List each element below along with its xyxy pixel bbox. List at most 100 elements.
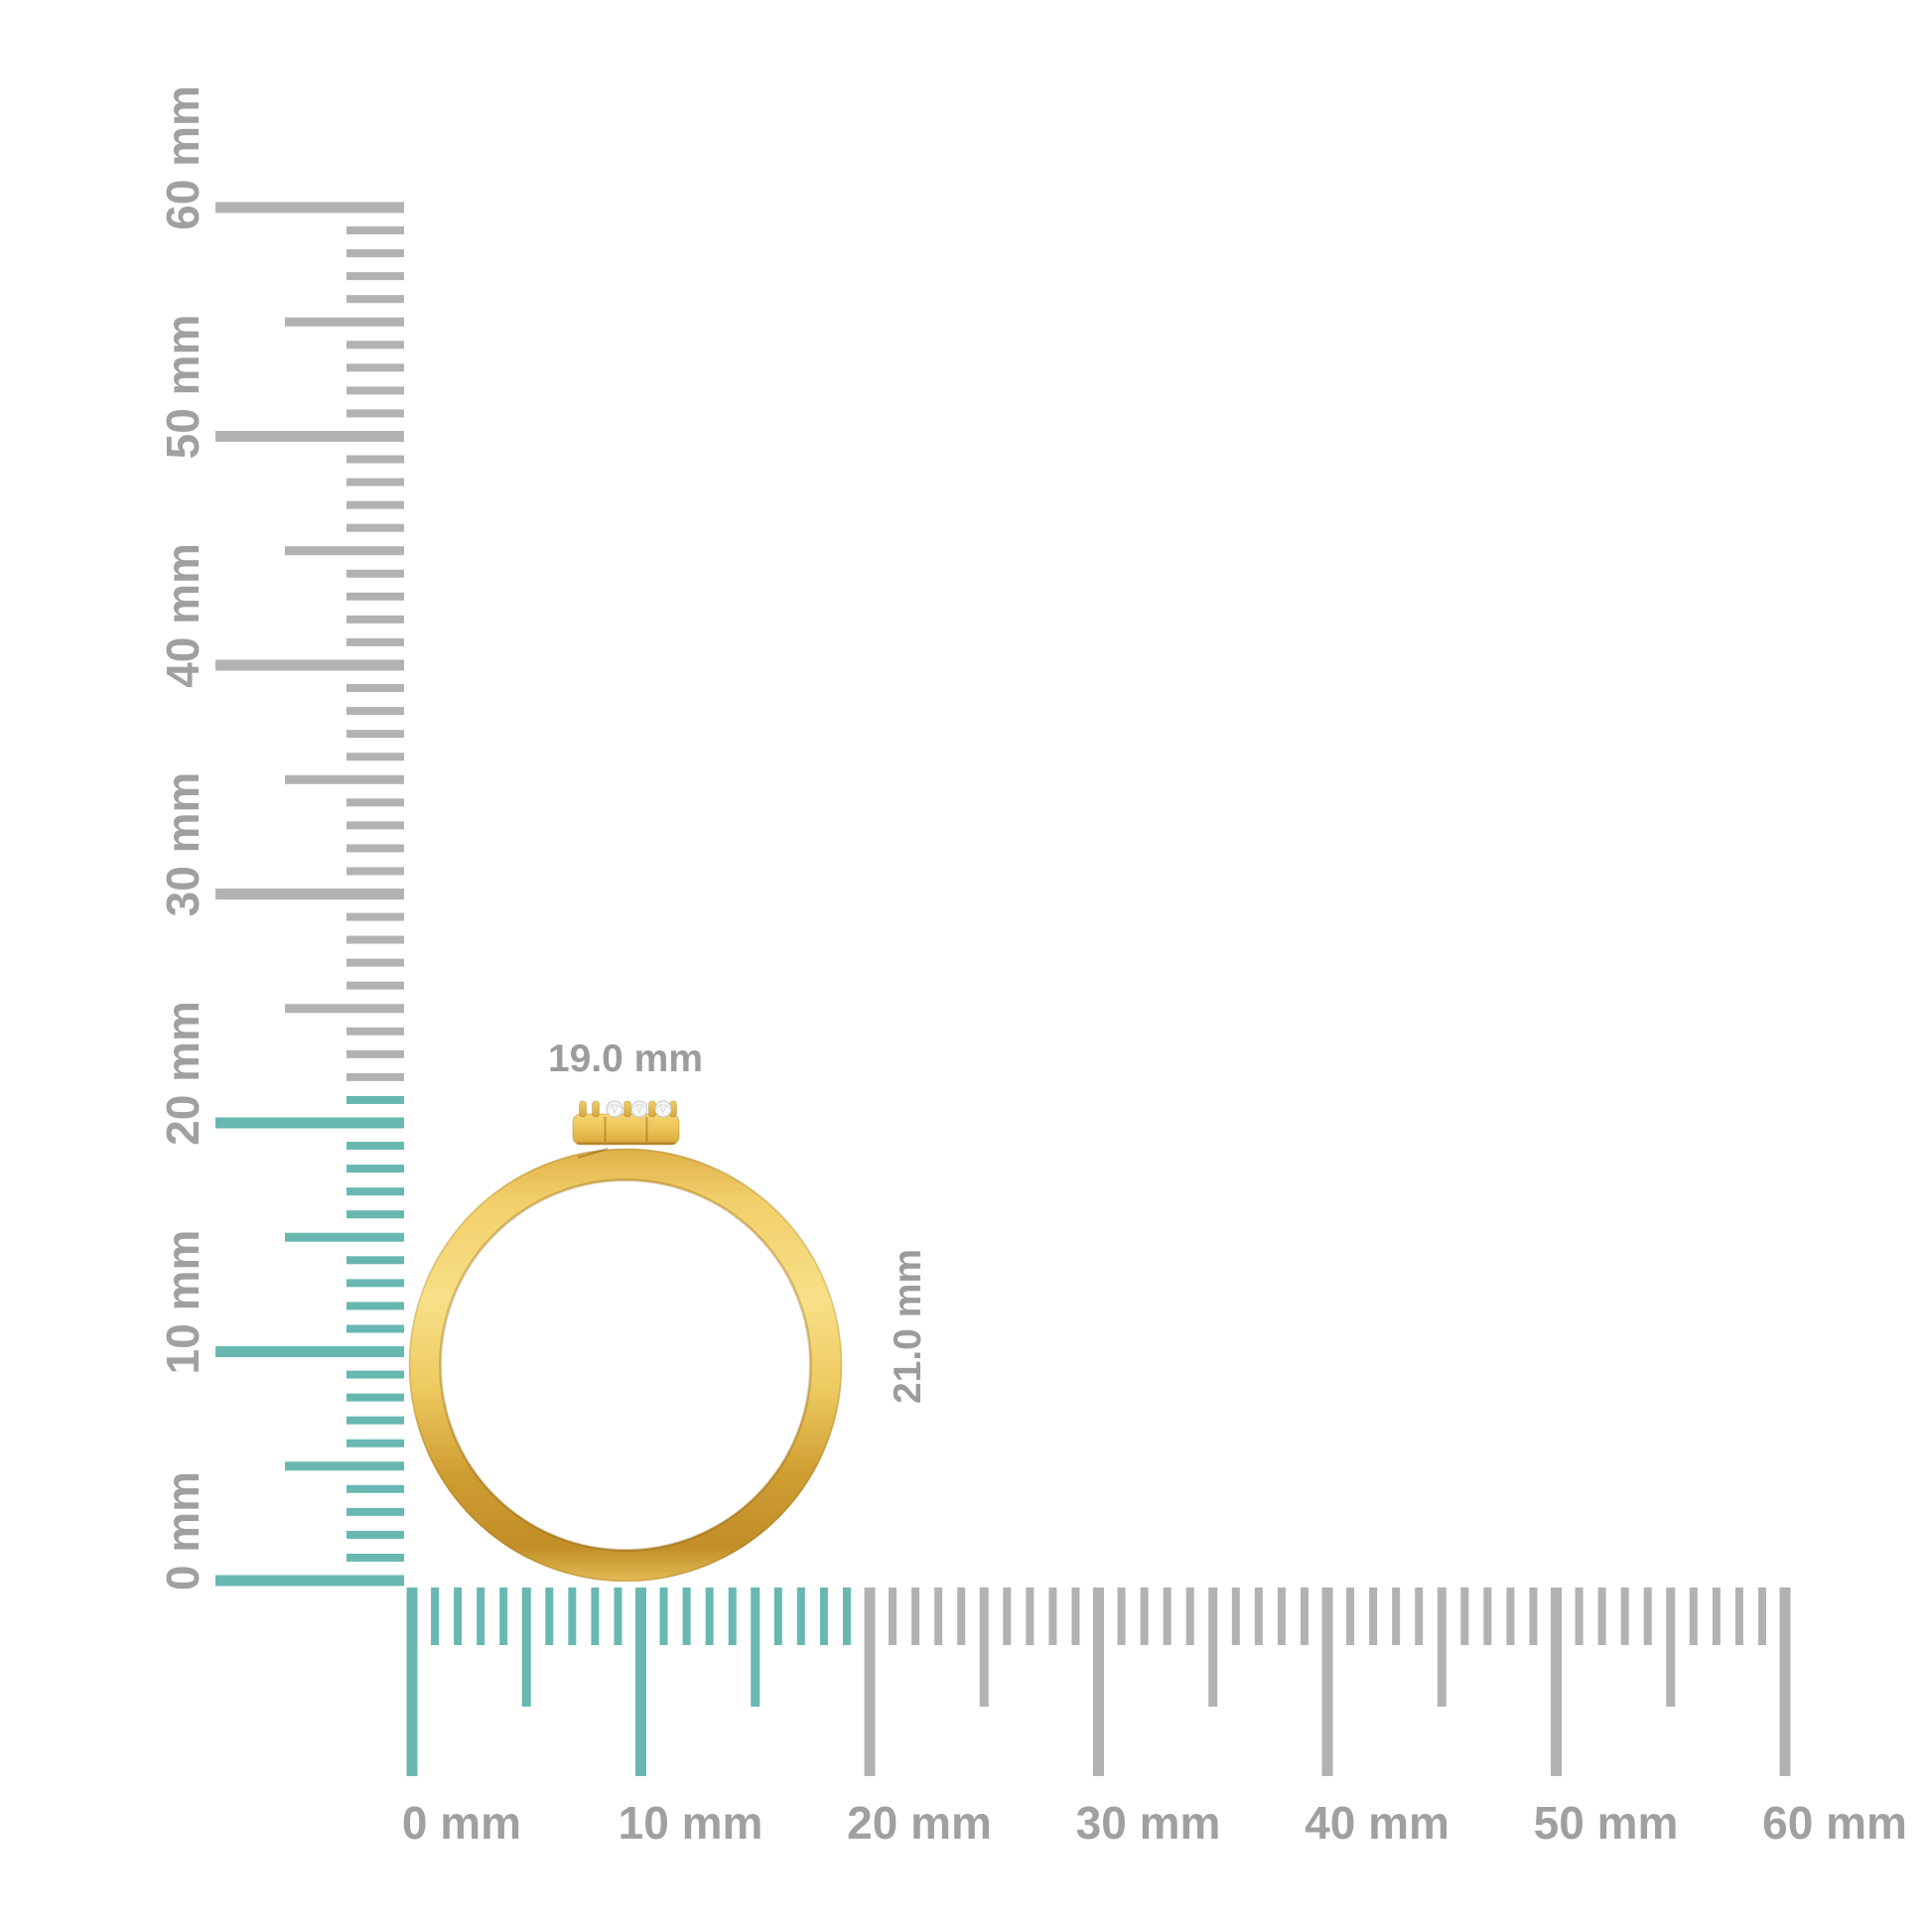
h-tick-20mm [864, 1587, 876, 1776]
h-tick-24mm [957, 1587, 966, 1645]
v-tick-57mm [346, 272, 404, 281]
ring-band-outer-edge [408, 1148, 843, 1583]
v-ruler-label-50mm: 50 mm [157, 315, 208, 460]
h-tick-3mm [477, 1587, 485, 1645]
v-tick-7mm [346, 1416, 404, 1425]
h-tick-52mm [1597, 1587, 1606, 1645]
h-ruler-label-10mm: 10 mm [619, 1797, 763, 1849]
v-tick-24mm [346, 1027, 404, 1035]
h-tick-54mm [1643, 1587, 1652, 1645]
diamond-stone [654, 1100, 672, 1118]
v-tick-20mm [215, 1117, 404, 1129]
v-ruler-label-10mm: 10 mm [157, 1230, 208, 1375]
diamond-stone [630, 1100, 648, 1118]
ring-diamonds [606, 1100, 672, 1118]
diamond-facets [606, 1104, 623, 1115]
v-tick-32mm [346, 844, 404, 853]
h-tick-58mm [1734, 1587, 1743, 1645]
v-tick-16mm [346, 1210, 404, 1219]
v-tick-13mm [346, 1279, 404, 1288]
h-tick-5mm [521, 1587, 531, 1707]
v-tick-2mm [346, 1530, 404, 1539]
h-tick-25mm [979, 1587, 989, 1707]
h-tick-48mm [1506, 1587, 1515, 1645]
diamond-1 [606, 1100, 623, 1118]
h-ruler-label-60mm: 60 mm [1762, 1797, 1907, 1849]
prong-4 [648, 1100, 656, 1118]
h-tick-28mm [1048, 1587, 1057, 1645]
diamond-3 [654, 1100, 672, 1118]
h-tick-6mm [545, 1587, 554, 1645]
v-tick-34mm [346, 798, 404, 807]
v-tick-14mm [346, 1256, 404, 1265]
h-tick-21mm [889, 1587, 897, 1645]
v-tick-45mm [285, 546, 404, 556]
v-tick-56mm [346, 295, 404, 304]
h-tick-53mm [1620, 1587, 1629, 1645]
h-tick-37mm [1254, 1587, 1263, 1645]
v-tick-26mm [346, 981, 404, 990]
diamond-2 [630, 1100, 648, 1118]
h-tick-2mm [454, 1587, 463, 1645]
v-tick-37mm [346, 730, 404, 739]
v-tick-52mm [346, 386, 404, 395]
v-tick-48mm [346, 478, 404, 486]
v-tick-8mm [346, 1393, 404, 1402]
v-tick-41mm [346, 637, 404, 646]
ring-band-inner-shade [439, 1178, 812, 1552]
h-tick-10mm [635, 1587, 646, 1776]
h-tick-40mm [1321, 1587, 1333, 1776]
v-tick-38mm [346, 707, 404, 716]
v-tick-31mm [346, 867, 404, 876]
h-ruler-label-0mm: 0 mm [402, 1797, 521, 1849]
diamond-facets [630, 1104, 648, 1115]
h-ruler-label-30mm: 30 mm [1076, 1797, 1221, 1849]
h-tick-41mm [1346, 1587, 1355, 1645]
v-tick-25mm [285, 1004, 404, 1014]
h-tick-30mm [1093, 1587, 1104, 1776]
v-tick-21mm [346, 1095, 404, 1104]
h-tick-13mm [705, 1587, 714, 1645]
diamond-stone [606, 1100, 623, 1118]
prong-2 [592, 1100, 600, 1118]
v-tick-50mm [215, 431, 404, 442]
h-tick-36mm [1231, 1587, 1240, 1645]
h-tick-8mm [591, 1587, 600, 1645]
v-ruler-label-40mm: 40 mm [157, 543, 208, 688]
v-tick-15mm [285, 1232, 404, 1242]
v-tick-1mm [346, 1553, 404, 1562]
v-tick-46mm [346, 523, 404, 532]
h-tick-18mm [819, 1587, 828, 1645]
v-tick-42mm [346, 615, 404, 623]
h-tick-46mm [1460, 1587, 1469, 1645]
v-tick-22mm [346, 1072, 404, 1081]
v-tick-5mm [285, 1461, 404, 1471]
v-tick-12mm [346, 1302, 404, 1311]
h-tick-45mm [1437, 1587, 1447, 1707]
v-tick-30mm [215, 889, 404, 899]
h-tick-1mm [431, 1587, 440, 1645]
h-tick-22mm [911, 1587, 920, 1645]
v-ruler-label-0mm: 0 mm [157, 1471, 208, 1590]
vertical-ruler: 0 mm 10 mm 20 mm 30 mm 40 mm 50 mm 60 mm [157, 85, 404, 1590]
v-tick-47mm [346, 500, 404, 509]
v-tick-40mm [215, 659, 404, 671]
h-tick-51mm [1575, 1587, 1584, 1645]
h-tick-44mm [1415, 1587, 1424, 1645]
v-ruler-label-60mm: 60 mm [157, 85, 208, 230]
v-tick-44mm [346, 569, 404, 578]
h-tick-39mm [1300, 1587, 1309, 1645]
v-tick-51mm [346, 409, 404, 418]
h-tick-26mm [1003, 1587, 1012, 1645]
v-tick-49mm [346, 455, 404, 464]
ring-width-dimension: 19.0 mm [548, 1037, 703, 1080]
v-tick-19mm [346, 1142, 404, 1151]
h-tick-59mm [1757, 1587, 1766, 1645]
h-ruler-label-40mm: 40 mm [1305, 1797, 1449, 1849]
h-tick-14mm [728, 1587, 737, 1645]
ring-band [409, 1149, 842, 1582]
h-tick-56mm [1689, 1587, 1698, 1645]
h-tick-47mm [1483, 1587, 1492, 1645]
v-tick-53mm [346, 363, 404, 372]
v-tick-59mm [346, 226, 404, 235]
